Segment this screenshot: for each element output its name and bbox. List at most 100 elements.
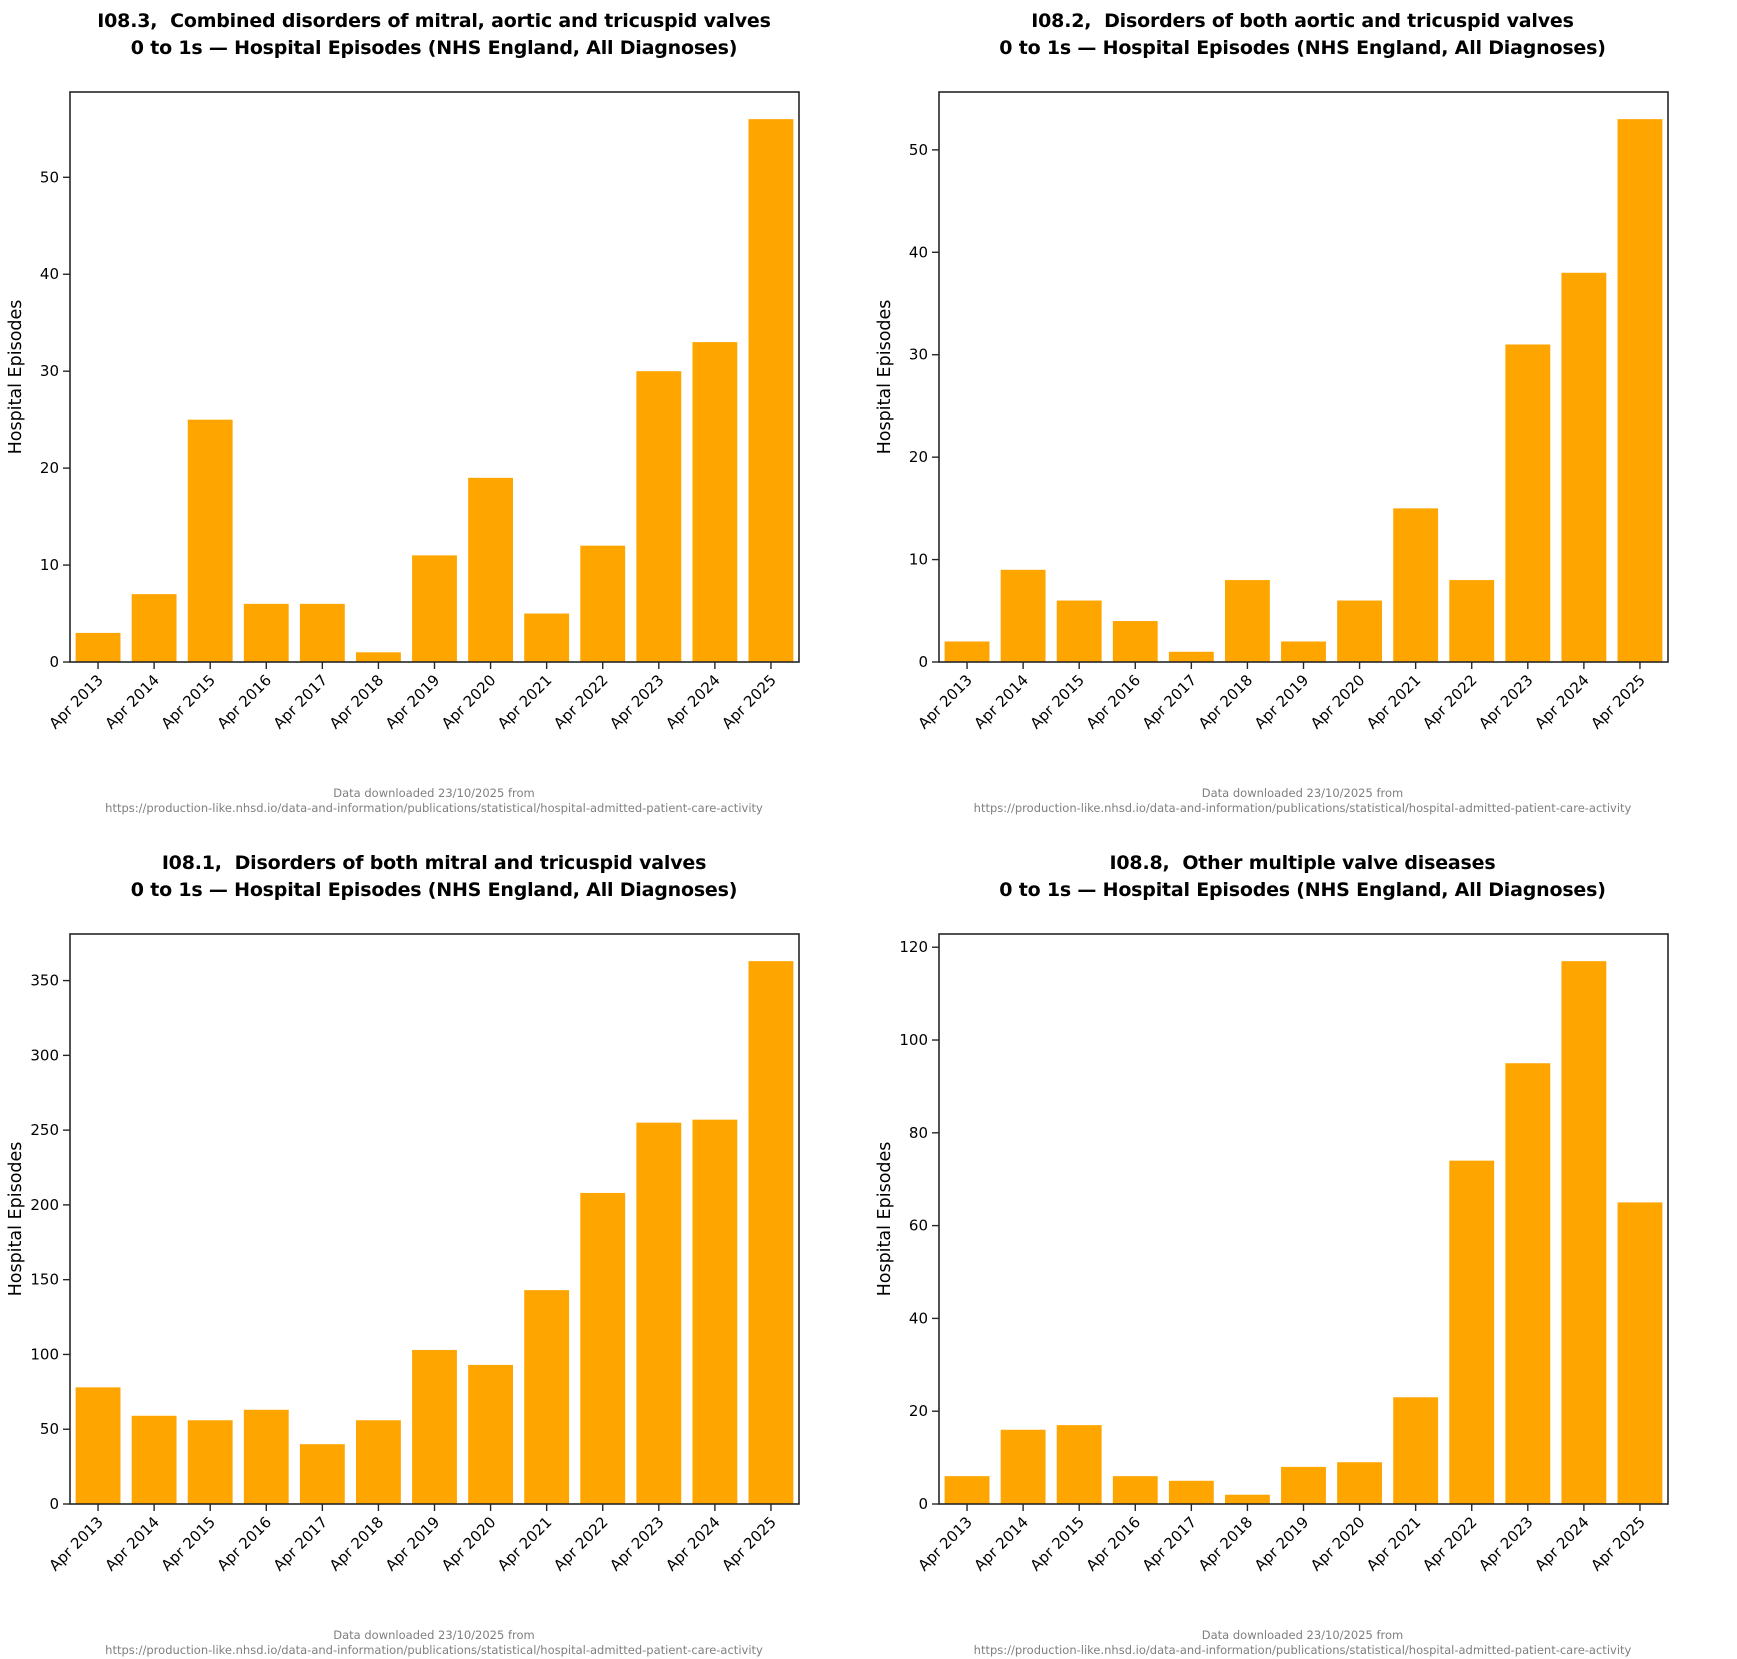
- x-tick-label: Apr 2013: [45, 671, 106, 732]
- chart-title-line2: 0 to 1s — Hospital Episodes (NHS England…: [999, 37, 1606, 59]
- y-tick-label: 40: [40, 265, 59, 283]
- bar-apr-2018: [1224, 580, 1270, 662]
- bar-apr-2016: [243, 1409, 289, 1504]
- x-tick-label: Apr 2014: [101, 1513, 162, 1574]
- x-tick-label: Apr 2015: [158, 1513, 219, 1574]
- y-tick-label: 50: [908, 141, 927, 159]
- caption-line2: https://production-like.nhsd.io/data-and…: [973, 801, 1632, 815]
- x-tick-label: Apr 2016: [1082, 1513, 1143, 1574]
- y-tick-label: 0: [49, 653, 59, 671]
- x-tick-label: Apr 2021: [1363, 1513, 1424, 1574]
- x-tick-label: Apr 2014: [101, 671, 162, 732]
- x-tick-label: Apr 2025: [718, 1513, 779, 1574]
- x-tick-label: Apr 2023: [606, 1513, 667, 1574]
- bar-apr-2018: [355, 652, 401, 662]
- bar-apr-2019: [412, 1349, 457, 1504]
- y-tick-label: 0: [918, 1495, 928, 1513]
- caption-line1: Data downloaded 23/10/2025 from: [333, 786, 535, 800]
- bar-apr-2014: [1000, 569, 1046, 662]
- chart-title-line2: 0 to 1s — Hospital Episodes (NHS England…: [130, 37, 738, 59]
- y-tick-label: 0: [918, 653, 928, 671]
- bar-apr-2014: [131, 1415, 177, 1504]
- x-tick-label: Apr 2018: [1194, 671, 1255, 732]
- chart-title-line2: 0 to 1s — Hospital Episodes (NHS England…: [999, 879, 1606, 901]
- bar-apr-2015: [187, 419, 233, 662]
- y-tick-label: 20: [908, 1402, 927, 1420]
- bar-apr-2018: [355, 1420, 401, 1504]
- bar-apr-2020: [468, 477, 514, 662]
- y-tick-label: 100: [30, 1345, 59, 1363]
- bar-apr-2019: [1280, 641, 1326, 662]
- x-tick-label: Apr 2025: [1587, 671, 1648, 732]
- bar-apr-2021: [524, 1290, 570, 1504]
- bar-apr-2024: [692, 342, 738, 662]
- x-tick-label: Apr 2020: [438, 1513, 499, 1574]
- x-tick-label: Apr 2015: [1026, 1513, 1087, 1574]
- x-tick-label: Apr 2013: [914, 671, 975, 732]
- x-tick-label: Apr 2022: [1419, 671, 1480, 732]
- x-tick-label: Apr 2018: [326, 1513, 387, 1574]
- x-tick-label: Apr 2023: [606, 671, 667, 732]
- chart-title: I08.2, Disorders of both aortic and tric…: [868, 0, 1737, 62]
- caption-line2: https://production-like.nhsd.io/data-and…: [105, 1643, 763, 1657]
- caption-line1: Data downloaded 23/10/2025 from: [333, 1628, 535, 1642]
- x-tick-label: Apr 2019: [1250, 671, 1311, 732]
- chart-title-line1: I08.2, Disorders of both aortic and tric…: [1031, 10, 1574, 32]
- chart-title-line1: I08.1, Disorders of both mitral and tric…: [161, 852, 707, 874]
- bar-apr-2013: [75, 632, 121, 662]
- bar-apr-2018: [1224, 1494, 1270, 1504]
- x-tick-label: Apr 2025: [1587, 1513, 1648, 1574]
- bar-apr-2021: [524, 613, 570, 662]
- x-tick-label: Apr 2021: [494, 671, 555, 732]
- y-tick-label: 30: [908, 346, 927, 364]
- bar-apr-2020: [1336, 600, 1382, 662]
- bar-apr-2015: [187, 1420, 233, 1504]
- bar-apr-2017: [299, 1444, 345, 1504]
- y-tick-label: 60: [908, 1217, 927, 1235]
- x-tick-label: Apr 2018: [1194, 1513, 1255, 1574]
- bar-apr-2024: [692, 1119, 738, 1504]
- x-tick-label: Apr 2021: [1363, 671, 1424, 732]
- bar-apr-2024: [1560, 961, 1606, 1504]
- bar-apr-2013: [75, 1387, 121, 1504]
- bar-apr-2025: [1617, 119, 1662, 662]
- y-tick-label: 120: [899, 938, 928, 956]
- y-tick-label: 20: [40, 459, 59, 477]
- x-tick-label: Apr 2018: [326, 671, 387, 732]
- bar-apr-2025: [748, 961, 794, 1504]
- bar-apr-2015: [1056, 1425, 1102, 1504]
- bar-apr-2016: [1112, 1476, 1158, 1504]
- plot-border: [937, 933, 1669, 1505]
- caption-line2: https://production-like.nhsd.io/data-and…: [973, 1643, 1632, 1657]
- x-tick-label: Apr 2024: [1531, 671, 1592, 732]
- bar-apr-2014: [1000, 1429, 1046, 1504]
- bar-apr-2013: [944, 1476, 989, 1504]
- x-tick-label: Apr 2016: [214, 1513, 275, 1574]
- bar-apr-2023: [1504, 1063, 1550, 1504]
- x-tick-label: Apr 2017: [270, 1513, 331, 1574]
- bar-apr-2020: [468, 1364, 514, 1504]
- y-tick-label: 20: [908, 448, 927, 466]
- chart-i08-8: I08.8, Other multiple valve diseases 0 t…: [868, 830, 1737, 1659]
- bar-apr-2016: [243, 603, 289, 662]
- caption-line1: Data downloaded 23/10/2025 from: [1201, 786, 1404, 800]
- bar-apr-2021: [1392, 508, 1438, 662]
- bar-apr-2015: [1056, 600, 1102, 662]
- x-tick-label: Apr 2014: [970, 1513, 1031, 1574]
- x-tick-label: Apr 2024: [662, 671, 723, 732]
- x-tick-label: Apr 2013: [914, 1513, 975, 1574]
- y-tick-label: 150: [30, 1271, 59, 1289]
- x-tick-label: Apr 2022: [550, 671, 611, 732]
- chart-i08-1: I08.1, Disorders of both mitral and tric…: [0, 830, 868, 1659]
- x-tick-label: Apr 2024: [662, 1513, 723, 1574]
- x-tick-label: Apr 2023: [1475, 1513, 1536, 1574]
- x-tick-label: Apr 2015: [158, 671, 219, 732]
- bar-apr-2022: [1448, 1160, 1494, 1504]
- y-axis-label: Hospital Episodes: [875, 1142, 895, 1297]
- plot-border: [937, 91, 1669, 663]
- y-tick-label: 30: [40, 362, 59, 380]
- x-tick-label: Apr 2021: [494, 1513, 555, 1574]
